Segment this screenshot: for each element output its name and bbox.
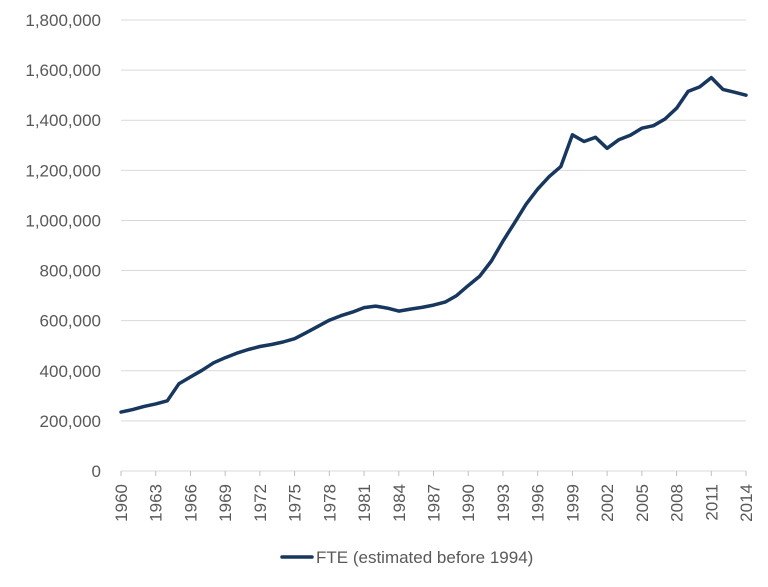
series-layer: [119, 75, 748, 414]
x-tick-label: 1999: [563, 484, 582, 522]
data-point: [547, 175, 551, 179]
data-point: [455, 294, 459, 298]
data-point: [188, 375, 192, 379]
y-tick-label: 200,000: [40, 412, 101, 431]
y-tick-label: 0: [92, 462, 101, 481]
data-point: [165, 399, 169, 403]
data-point: [200, 368, 204, 372]
data-point: [466, 284, 470, 288]
data-point: [212, 361, 216, 365]
data-point: [131, 408, 135, 412]
data-point: [663, 117, 667, 121]
data-point: [513, 221, 517, 225]
legend: FTE (estimated before 1994): [280, 548, 533, 567]
x-tick-label: 1993: [494, 484, 513, 522]
data-point: [617, 138, 621, 142]
data-point: [408, 307, 412, 311]
data-point: [478, 274, 482, 278]
data-point: [721, 87, 725, 91]
x-tick-label: 1975: [286, 484, 305, 522]
data-point: [350, 310, 354, 314]
data-point: [698, 85, 702, 89]
data-point: [142, 404, 146, 408]
y-tick-label: 1,800,000: [25, 11, 101, 30]
data-point: [316, 324, 320, 328]
data-point: [293, 337, 297, 341]
x-tick-label: 1984: [390, 484, 409, 522]
data-point: [651, 124, 655, 128]
data-point: [501, 239, 505, 243]
data-point: [559, 165, 563, 169]
x-tick-label: 1987: [425, 484, 444, 522]
x-axis: 1960 1963 1966 1969 1972 1975 1978 1981 1984 1987…: [112, 471, 756, 522]
data-point: [443, 300, 447, 304]
data-point: [269, 342, 273, 346]
y-tick-label: 600,000: [40, 312, 101, 331]
y-tick-label: 400,000: [40, 362, 101, 381]
data-point: [385, 306, 389, 310]
data-point: [628, 133, 632, 137]
data-point: [709, 76, 713, 80]
x-tick-label: 2008: [668, 484, 687, 522]
data-point: [246, 347, 250, 351]
data-point: [258, 344, 262, 348]
data-point: [686, 89, 690, 93]
x-tick-label: 2002: [598, 484, 617, 522]
x-tick-label: 2011: [702, 484, 721, 521]
data-point: [119, 410, 123, 414]
data-point: [154, 402, 158, 406]
data-point: [744, 93, 748, 97]
gridlines: [121, 19, 746, 472]
x-tick-label: 1966: [181, 484, 200, 522]
data-point: [177, 382, 181, 386]
data-point: [570, 133, 574, 137]
data-point: [640, 126, 644, 130]
data-point: [420, 305, 424, 309]
legend-label: FTE (estimated before 1994): [316, 548, 533, 567]
x-tick-label: 1960: [112, 484, 131, 522]
data-point: [304, 331, 308, 335]
y-axis: 0 200,000 400,000 600,000 800,000 1,000,000 1,…: [25, 11, 101, 481]
x-tick-label: 1969: [216, 484, 235, 522]
data-point: [605, 146, 609, 150]
data-point: [281, 340, 285, 344]
data-point: [223, 356, 227, 360]
x-tick-label: 2014: [737, 484, 756, 522]
data-point: [582, 140, 586, 144]
y-tick-label: 1,200,000: [25, 161, 101, 180]
x-tick-label: 1990: [459, 484, 478, 522]
data-point: [594, 135, 598, 139]
data-point: [327, 318, 331, 322]
x-tick-label: 1978: [320, 484, 339, 522]
data-point: [235, 351, 239, 355]
x-tick-label: 1981: [355, 484, 374, 522]
data-point: [675, 106, 679, 110]
data-point: [362, 306, 366, 310]
series-line-fte: [119, 75, 748, 414]
data-point: [432, 303, 436, 307]
y-tick-label: 1,400,000: [25, 111, 101, 130]
y-tick-label: 800,000: [40, 262, 101, 281]
x-tick-label: 1996: [529, 484, 548, 522]
y-tick-label: 1,000,000: [25, 211, 101, 230]
data-point: [524, 202, 528, 206]
data-point: [489, 259, 493, 263]
data-point: [339, 314, 343, 318]
data-point: [732, 90, 736, 94]
data-point: [536, 187, 540, 191]
data-point: [397, 309, 401, 313]
x-tick-label: 1963: [147, 484, 166, 522]
x-tick-label: 2005: [633, 484, 652, 522]
data-point: [374, 304, 378, 308]
x-tick-label: 1972: [251, 484, 270, 522]
y-tick-label: 1,600,000: [25, 61, 101, 80]
